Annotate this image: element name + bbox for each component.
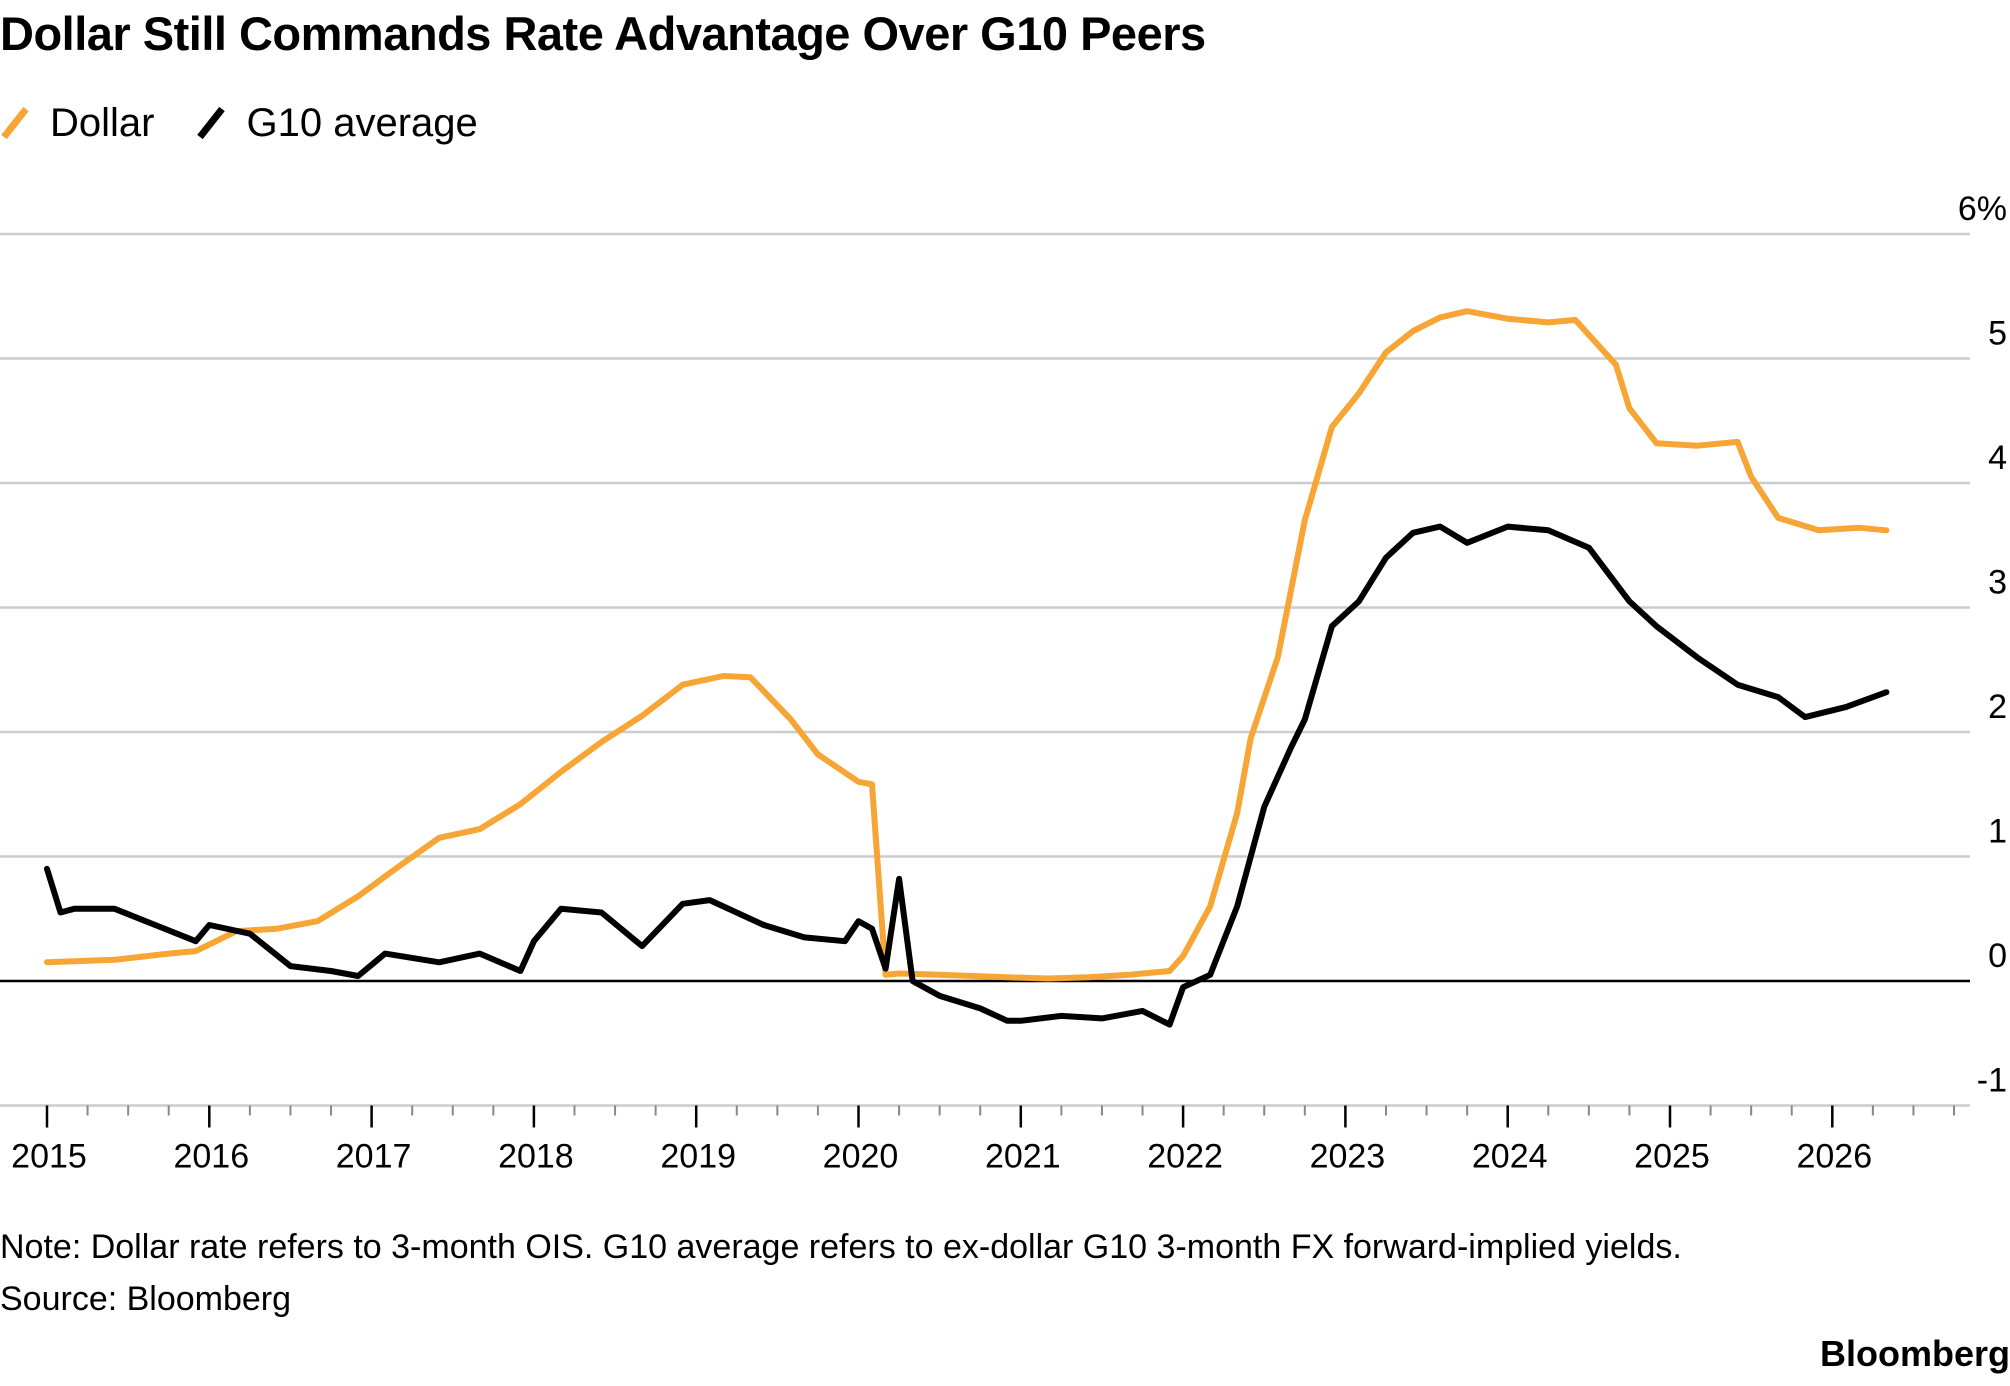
y-tick-label: 5 [1988,315,2007,353]
x-tick-label: 2017 [336,1138,412,1176]
x-tick-label: 2021 [985,1138,1061,1176]
gridlines [0,232,1970,1107]
x-tick-label: 2020 [823,1138,899,1176]
x-tick-label: 2025 [1634,1138,1710,1176]
legend: Dollar G10 average [0,98,520,148]
chart-note: Note: Dollar rate refers to 3-month OIS.… [0,1228,1682,1266]
legend-item-dollar: Dollar [0,101,154,146]
series-line-dollar [44,308,1890,982]
x-tick-label: 2024 [1472,1138,1548,1176]
x-tick-label: 2018 [498,1138,574,1176]
chart-title: Dollar Still Commands Rate Advantage Ove… [0,7,1206,60]
legend-item-g10-average: G10 average [196,100,478,146]
y-tick-label: -1 [1977,1062,2007,1100]
x-tick-label: 2026 [1796,1138,1872,1176]
legend-swatch-g10-average [197,106,226,140]
x-axis: 2015 2016 2017 2018 2019 2020 2021 2022 2023 2024… [11,1105,1956,1176]
y-tick-label: 3 [1988,564,2007,602]
chart-source: Source: Bloomberg [0,1280,292,1318]
x-tick-label: 2015 [11,1138,87,1176]
y-tick-label: 6% [1958,190,2007,228]
y-tick-label: 1 [1988,813,2007,851]
legend-swatch-dollar [1,106,29,140]
bloomberg-logo: Bloomberg [1819,1333,2010,1374]
x-tick-label: 2022 [1147,1138,1223,1176]
x-tick-label: 2023 [1310,1138,1386,1176]
x-tick-label: 2019 [660,1138,736,1176]
x-tick-label: 2016 [173,1138,249,1176]
series-line-g10-average [44,523,1890,1028]
y-axis-ticks: 6% 5 4 3 2 1 0 -1 [1958,190,2007,1100]
y-tick-label: 0 [1988,937,2007,975]
y-tick-label: 4 [1988,439,2007,477]
legend-label-g10-average: G10 average [246,100,478,145]
legend-label-dollar: Dollar [50,100,155,145]
y-tick-label: 2 [1988,688,2007,726]
series [44,308,1890,1028]
